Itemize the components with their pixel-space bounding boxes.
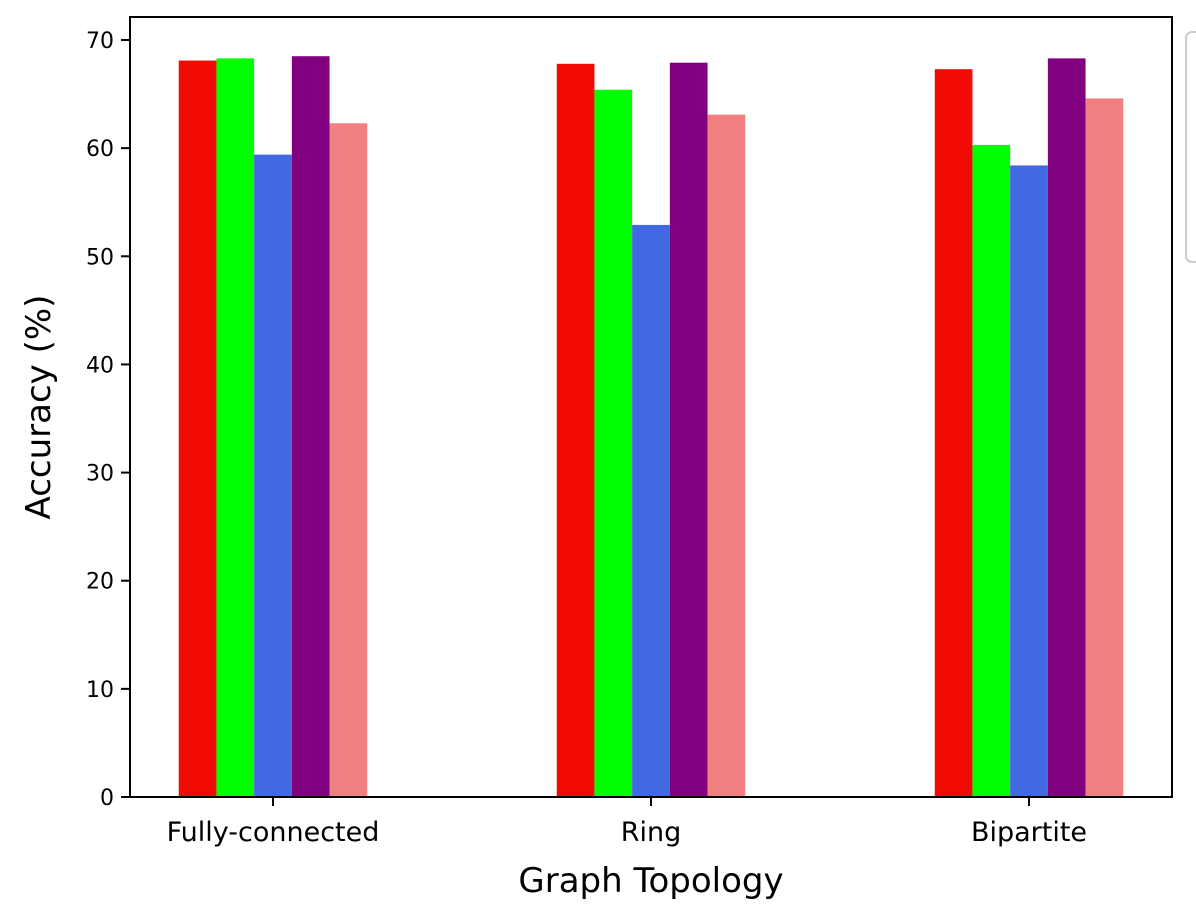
bar-series-4-fully-connected	[291, 56, 330, 798]
bar-series-1-bipartite	[934, 69, 973, 797]
bar-series-5-bipartite	[1085, 98, 1124, 797]
y-tick-label: 50	[86, 245, 114, 270]
y-tick-label: 20	[86, 570, 114, 595]
bars-layer	[178, 56, 1124, 798]
y-tick-label: 30	[86, 462, 114, 487]
bar-series-2-ring	[594, 89, 633, 797]
y-tick-label: 70	[86, 29, 114, 54]
bar-series-3-fully-connected	[254, 154, 292, 797]
y-axis-title: Accuracy (%)	[19, 295, 59, 520]
bar-series-1-ring	[556, 63, 595, 798]
bar-series-2-fully-connected	[216, 58, 255, 797]
bar-series-4-bipartite	[1047, 58, 1086, 797]
bar-series-5-fully-connected	[329, 123, 368, 797]
bar-series-1-fully-connected	[178, 60, 217, 798]
bar-series-2-bipartite	[972, 144, 1011, 797]
bar-series-3-ring	[632, 224, 670, 798]
y-tick-label: 10	[86, 678, 114, 703]
bar-series-5-ring	[707, 114, 746, 798]
legend-box	[1185, 31, 1196, 263]
bar-series-4-ring	[669, 62, 708, 797]
x-tick-label: Ring	[621, 817, 682, 848]
x-axis-title: Graph Topology	[518, 861, 783, 901]
y-tick-label: 0	[100, 786, 114, 811]
x-tick-label: Bipartite	[971, 817, 1087, 848]
x-axis-ticks: Fully-connected Ring Bipartite	[167, 797, 1087, 848]
bar-series-3-bipartite	[1010, 165, 1048, 797]
y-axis-ticks: 0 10 20 30 40 50 60 70	[86, 29, 130, 811]
x-tick-label: Fully-connected	[167, 817, 380, 848]
y-tick-label: 40	[86, 353, 114, 378]
y-tick-label: 60	[86, 137, 114, 162]
